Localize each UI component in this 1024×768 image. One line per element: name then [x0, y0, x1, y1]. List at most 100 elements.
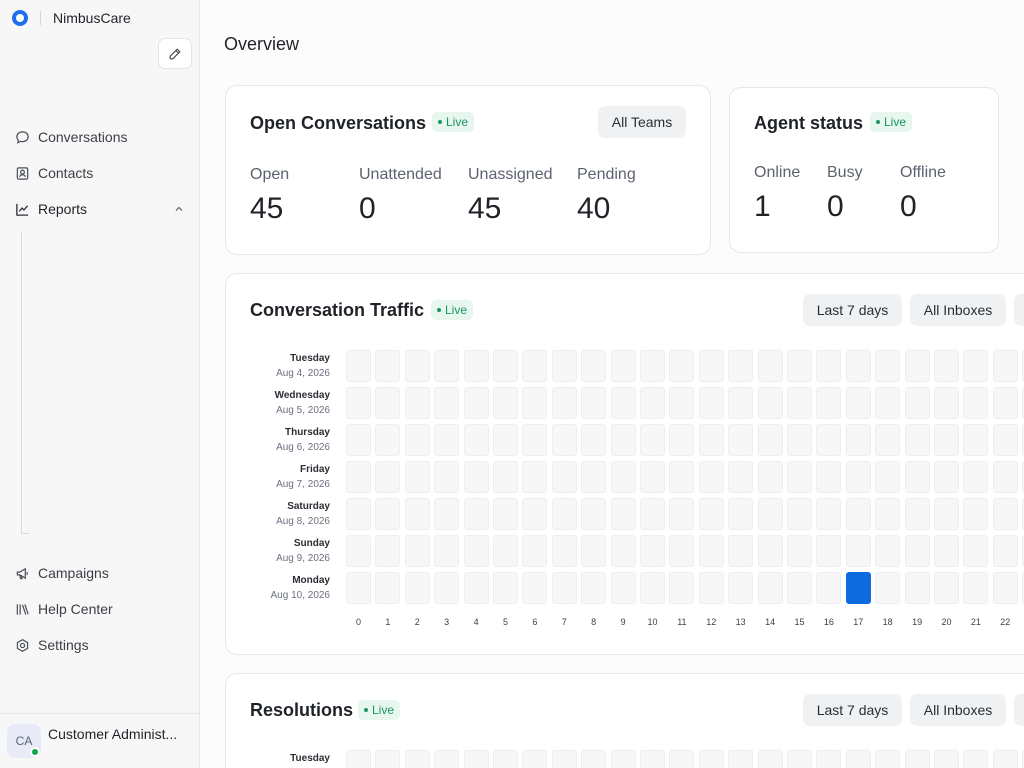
heatmap-cell[interactable]: [581, 461, 607, 493]
heatmap-cell[interactable]: [434, 750, 460, 768]
heatmap-cell[interactable]: [845, 572, 871, 604]
heatmap-cell[interactable]: [493, 572, 518, 604]
heatmap-cell[interactable]: [522, 498, 548, 530]
sidebar-item-help-center[interactable]: Help Center: [14, 599, 113, 619]
heatmap-cell[interactable]: [757, 350, 783, 382]
heatmap-cell[interactable]: [346, 498, 371, 530]
heatmap-cell[interactable]: [728, 424, 754, 456]
heatmap-cell[interactable]: [522, 461, 548, 493]
heatmap-cell[interactable]: [1022, 572, 1024, 604]
heatmap-cell[interactable]: [963, 350, 989, 382]
heatmap-cell[interactable]: [610, 424, 636, 456]
heatmap-cell[interactable]: [816, 572, 842, 604]
heatmap-cell[interactable]: [463, 535, 489, 567]
heatmap-cell[interactable]: [904, 572, 930, 604]
heatmap-cell[interactable]: [581, 498, 607, 530]
heatmap-cell[interactable]: [698, 461, 724, 493]
heatmap-cell[interactable]: [669, 387, 695, 419]
heatmap-cell[interactable]: [375, 350, 401, 382]
heatmap-cell[interactable]: [551, 750, 577, 768]
heatmap-cell[interactable]: [669, 461, 695, 493]
heatmap-cell[interactable]: [434, 350, 460, 382]
brand[interactable]: NimbusCare: [12, 10, 131, 26]
heatmap-cell[interactable]: [992, 387, 1018, 419]
date-range-button[interactable]: Last 7 days: [803, 694, 902, 726]
heatmap-cell[interactable]: [610, 461, 636, 493]
heatmap-cell[interactable]: [728, 750, 754, 768]
heatmap-cell[interactable]: [522, 350, 548, 382]
heatmap-cell[interactable]: [404, 498, 430, 530]
heatmap-cell[interactable]: [963, 535, 989, 567]
heatmap-cell[interactable]: [934, 750, 959, 768]
heatmap-cell[interactable]: [728, 461, 754, 493]
heatmap-cell[interactable]: [551, 350, 577, 382]
heatmap-cell[interactable]: [640, 424, 665, 456]
heatmap-cell[interactable]: [581, 535, 607, 567]
heatmap-cell[interactable]: [1022, 387, 1024, 419]
heatmap-cell[interactable]: [434, 387, 460, 419]
heatmap-cell[interactable]: [640, 387, 665, 419]
date-range-button[interactable]: Last 7 days: [803, 294, 902, 326]
heatmap-cell[interactable]: [669, 424, 695, 456]
heatmap-cell[interactable]: [581, 572, 607, 604]
sidebar-item-campaigns[interactable]: Campaigns: [14, 563, 109, 583]
heatmap-cell[interactable]: [581, 750, 607, 768]
heatmap-cell[interactable]: [816, 535, 842, 567]
heatmap-cell[interactable]: [728, 535, 754, 567]
heatmap-cell[interactable]: [904, 461, 930, 493]
heatmap-cell[interactable]: [698, 424, 724, 456]
heatmap-cell[interactable]: [934, 387, 959, 419]
heatmap-cell[interactable]: [434, 498, 460, 530]
heatmap-cell[interactable]: [816, 461, 842, 493]
heatmap-cell[interactable]: [904, 350, 930, 382]
heatmap-cell[interactable]: [522, 750, 548, 768]
sidebar-item-contacts[interactable]: Contacts: [14, 163, 93, 183]
inbox-filter-button[interactable]: All Inboxes: [910, 694, 1006, 726]
heatmap-cell[interactable]: [992, 750, 1018, 768]
heatmap-cell[interactable]: [875, 572, 901, 604]
more-filter-button[interactable]: [1014, 694, 1024, 726]
heatmap-cell[interactable]: [757, 498, 783, 530]
heatmap-cell[interactable]: [904, 498, 930, 530]
heatmap-cell[interactable]: [404, 461, 430, 493]
heatmap-cell[interactable]: [1022, 535, 1024, 567]
heatmap-cell[interactable]: [375, 535, 401, 567]
heatmap-cell[interactable]: [463, 498, 489, 530]
heatmap-cell[interactable]: [346, 572, 371, 604]
heatmap-cell[interactable]: [875, 498, 901, 530]
heatmap-cell[interactable]: [493, 461, 518, 493]
heatmap-cell[interactable]: [610, 498, 636, 530]
heatmap-cell[interactable]: [463, 572, 489, 604]
heatmap-cell[interactable]: [845, 387, 871, 419]
heatmap-cell[interactable]: [551, 535, 577, 567]
heatmap-cell[interactable]: [434, 572, 460, 604]
heatmap-cell[interactable]: [816, 750, 842, 768]
heatmap-cell[interactable]: [904, 387, 930, 419]
heatmap-cell[interactable]: [963, 572, 989, 604]
heatmap-cell[interactable]: [375, 498, 401, 530]
heatmap-cell[interactable]: [522, 424, 548, 456]
heatmap-cell[interactable]: [757, 387, 783, 419]
heatmap-cell[interactable]: [698, 387, 724, 419]
user-profile[interactable]: CA Customer Administ...: [0, 713, 200, 768]
heatmap-cell[interactable]: [463, 424, 489, 456]
heatmap-cell[interactable]: [1022, 424, 1024, 456]
heatmap-cell[interactable]: [434, 424, 460, 456]
heatmap-cell[interactable]: [698, 350, 724, 382]
heatmap-cell[interactable]: [404, 350, 430, 382]
sidebar-item-reports[interactable]: Reports: [14, 199, 87, 219]
heatmap-cell[interactable]: [493, 498, 518, 530]
heatmap-cell[interactable]: [581, 350, 607, 382]
heatmap-cell[interactable]: [787, 572, 812, 604]
heatmap-cell[interactable]: [610, 750, 636, 768]
heatmap-cell[interactable]: [845, 498, 871, 530]
heatmap-cell[interactable]: [787, 498, 812, 530]
heatmap-cell[interactable]: [640, 535, 665, 567]
heatmap-cell[interactable]: [434, 535, 460, 567]
heatmap-cell[interactable]: [845, 424, 871, 456]
heatmap-cell[interactable]: [963, 424, 989, 456]
heatmap-cell[interactable]: [1022, 350, 1024, 382]
heatmap-cell[interactable]: [493, 535, 518, 567]
heatmap-cell[interactable]: [610, 387, 636, 419]
heatmap-cell[interactable]: [904, 750, 930, 768]
